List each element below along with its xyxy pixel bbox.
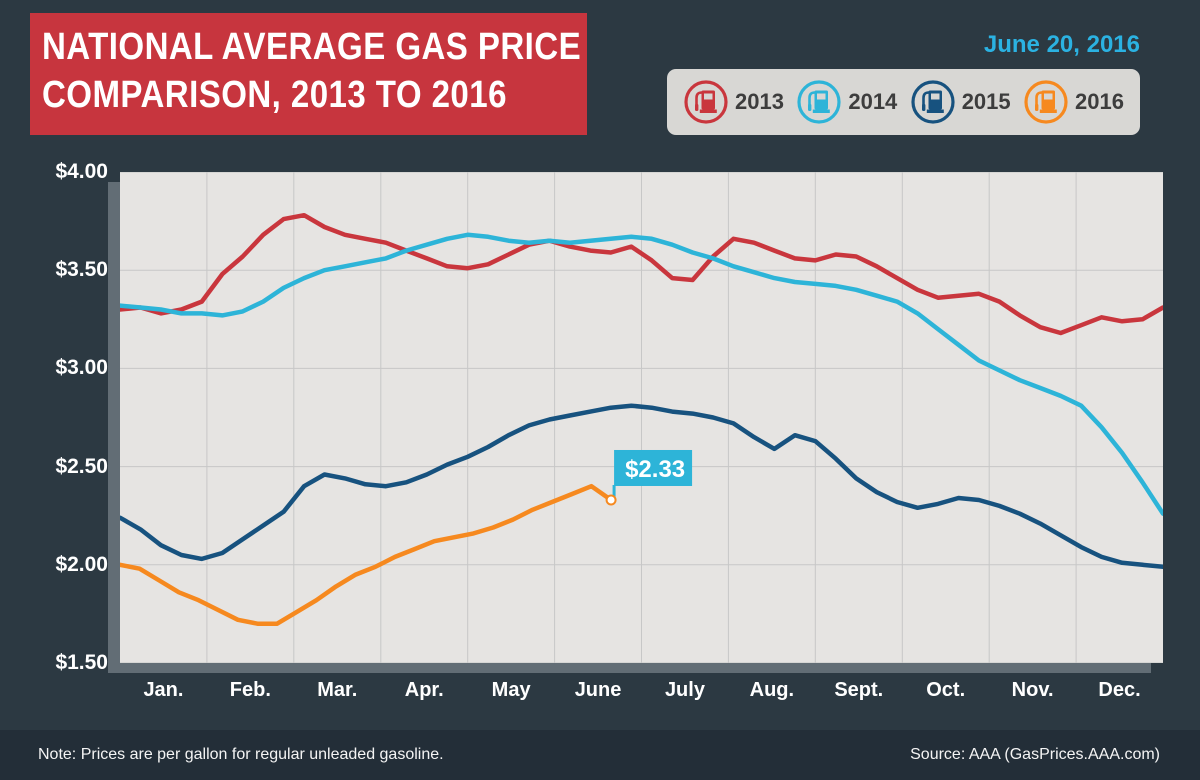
y-tick-label: $1.50 (55, 651, 108, 674)
x-month-label: Aug. (749, 679, 795, 701)
legend-year-label: 2015 (961, 89, 1011, 114)
legend-item-2013: 2013 (683, 79, 784, 125)
legend-year-label: 2016 (1075, 89, 1124, 114)
series-line-2015 (120, 403, 1163, 570)
plot-area: $2.33 (120, 172, 1163, 663)
gas-pump-icon (684, 80, 728, 124)
y-tick-label: $3.50 (55, 258, 108, 282)
x-month-label: July (664, 679, 705, 701)
series-line-2014 (120, 232, 1163, 516)
y-tick-label: $2.00 (55, 552, 108, 576)
x-month-label: June (574, 679, 622, 701)
legend-year-label: 2013 (735, 89, 784, 114)
legend-item-2014: 2014 (796, 79, 897, 125)
y-tick-label: $2.50 (55, 454, 108, 478)
x-month-label: Jan. (143, 679, 184, 701)
title-line-2: COMPARISON, 2013 TO 2016 (42, 74, 507, 116)
legend-item-2015: 2015 (910, 79, 1011, 125)
report-date: June 20, 2016 (983, 31, 1140, 58)
series-line-2016 (120, 483, 614, 626)
legend-item-2016: 2016 (1023, 79, 1124, 125)
footer-bar: Note: Prices are per gallon for regular … (0, 730, 1200, 780)
x-month-label: Feb. (229, 679, 271, 701)
x-month-label: May (491, 679, 531, 701)
y-tick-label: $4.00 (55, 160, 108, 183)
title-line-1: NATIONAL AVERAGE GAS PRICE (42, 26, 582, 68)
x-month-label: Apr. (404, 679, 444, 701)
callout-box (614, 449, 693, 486)
legend-year-label: 2014 (848, 89, 898, 114)
page-title: NATIONAL AVERAGE GAS PRICE COMPARISON, 20… (42, 23, 581, 119)
legend: 2013 2014 2015 2016 (667, 69, 1140, 135)
title-banner: NATIONAL AVERAGE GAS PRICE COMPARISON, 20… (30, 13, 587, 135)
y-tick-label: $3.00 (55, 356, 108, 380)
x-month-label: Mar. (317, 679, 358, 701)
footer-note: Note: Prices are per gallon for regular … (38, 746, 444, 763)
callout-label: $2.33 (625, 456, 685, 483)
series-line-2013 (120, 212, 1163, 336)
gas-pump-icon (911, 80, 955, 124)
x-month-label: Oct. (926, 679, 966, 701)
gas-pump-icon (797, 80, 841, 124)
x-month-label: Sept. (834, 679, 884, 701)
gas-price-chart: $2.33 (120, 172, 1163, 663)
x-month-label: Dec. (1098, 679, 1141, 701)
footer-source: Source: AAA (GasPrices.AAA.com) (910, 746, 1160, 763)
x-month-label: Nov. (1011, 679, 1054, 701)
gas-pump-icon (1024, 80, 1068, 124)
endpoint-marker (605, 494, 617, 506)
